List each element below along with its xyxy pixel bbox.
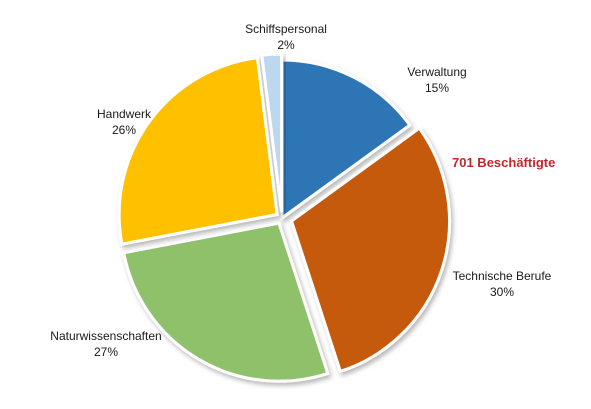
slice-schiffspersonal [260,52,284,213]
slice-naturwissenschaften [121,221,330,383]
slice-name-label: Verwaltung [407,65,466,79]
slice-technische-berufe [289,126,451,374]
employee-count-annotation: 701 Beschäftigte [452,155,555,170]
pie-slices [117,52,451,383]
slice-name-label: Naturwissenschaften [50,329,161,343]
slice-percent-label: 30% [490,285,514,299]
slice-percent-label: 2% [277,38,295,52]
slice-verwaltung [280,58,412,221]
slice-name-label: Schiffspersonal [245,22,327,36]
slice-percent-label: 27% [94,345,118,359]
slice-name-label: Handwerk [97,107,152,121]
slice-handwerk [117,56,279,246]
slice-percent-label: 26% [112,123,136,137]
slice-labels: Verwaltung 15% Technische Berufe 30% Naturwi… [50,22,551,359]
slice-percent-label: 15% [425,81,449,95]
slice-name-label: Technische Berufe [453,269,552,283]
